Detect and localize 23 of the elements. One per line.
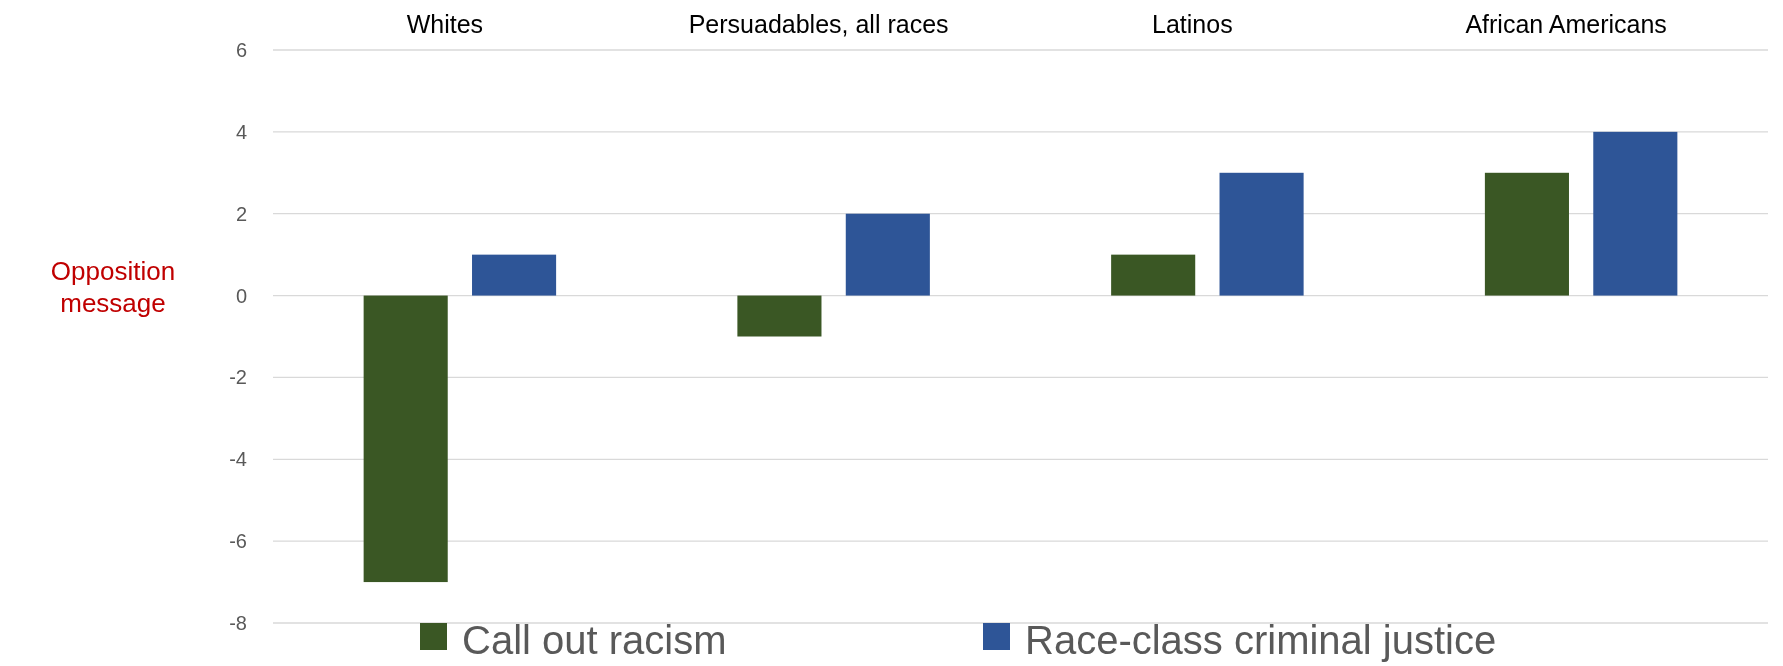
y-tick-label: 2 bbox=[235, 202, 247, 225]
legend-label: Call out racism bbox=[462, 618, 727, 662]
bar bbox=[1484, 172, 1569, 296]
y-tick-label: 0 bbox=[235, 284, 247, 307]
bar bbox=[1593, 131, 1678, 296]
bar bbox=[845, 213, 930, 296]
x-tick-label: Persuadables, all races bbox=[688, 10, 949, 38]
y-tick-label: -8 bbox=[229, 612, 247, 634]
bar bbox=[737, 295, 822, 337]
y-tick-label: 4 bbox=[235, 120, 247, 143]
y-tick-label: -6 bbox=[229, 530, 247, 553]
legend-label: Race-class criminal justice bbox=[1025, 618, 1497, 662]
bar bbox=[1111, 254, 1196, 296]
x-tick-label: Latinos bbox=[1152, 10, 1233, 38]
x-tick-label: African Americans bbox=[1465, 10, 1667, 38]
bar bbox=[472, 254, 557, 296]
bar bbox=[363, 295, 448, 583]
y-tick-label: -4 bbox=[229, 448, 247, 471]
y-axis-title: Opposition message bbox=[50, 256, 176, 318]
y-tick-label: -2 bbox=[229, 366, 247, 389]
y-tick-label: 6 bbox=[235, 39, 247, 61]
x-tick-label: Whites bbox=[406, 10, 484, 38]
bar bbox=[1219, 172, 1304, 296]
